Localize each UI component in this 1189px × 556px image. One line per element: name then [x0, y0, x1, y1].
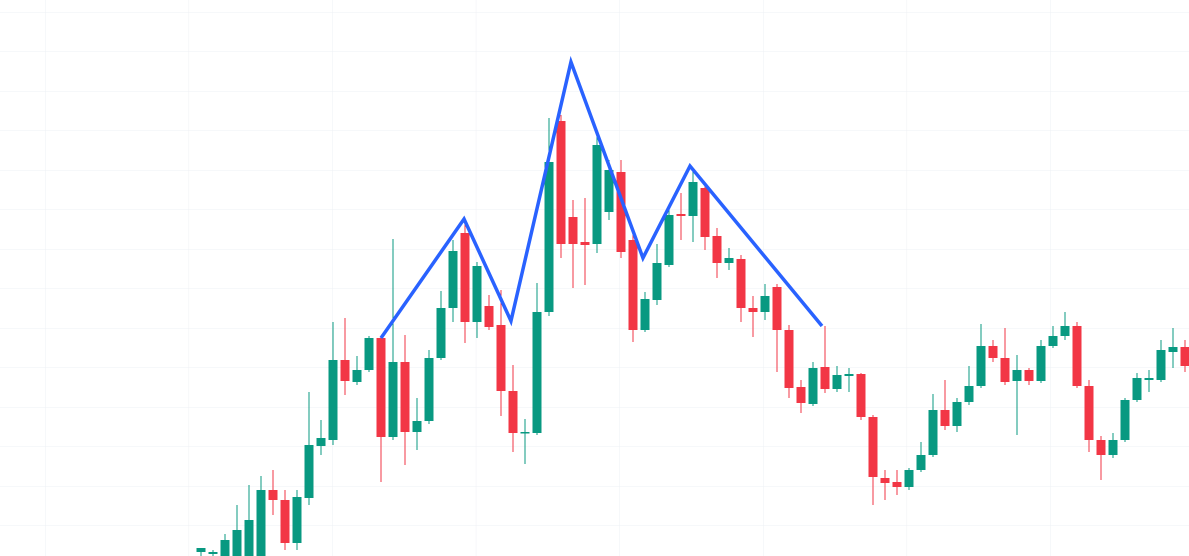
candle-body [796, 387, 806, 403]
candle-body [436, 308, 446, 358]
candle-body [880, 478, 890, 483]
candle-body [1144, 378, 1154, 380]
candle-body [1024, 370, 1034, 381]
candle-body [424, 358, 434, 421]
candle-body [1072, 326, 1082, 386]
candle-body [1180, 347, 1189, 366]
candle-body [724, 258, 734, 263]
candle-body [928, 410, 938, 455]
candle-body [352, 370, 362, 382]
candle-body [640, 299, 650, 330]
candle-body [220, 540, 230, 556]
candle-body [916, 455, 926, 470]
candle-body [292, 497, 302, 543]
candle-body [1000, 358, 1010, 382]
candle-body [280, 500, 290, 543]
candle-body [712, 236, 722, 263]
candle-body [472, 266, 482, 322]
candle-body [976, 346, 986, 386]
candle-body [1132, 378, 1142, 400]
candle-body [340, 360, 350, 381]
candle-body [688, 182, 698, 216]
candle-body [208, 552, 218, 554]
candle-body [244, 520, 254, 556]
candle-body [508, 391, 518, 433]
candle-body [1012, 370, 1022, 381]
candle-body [484, 306, 494, 327]
candle-body [628, 240, 638, 330]
candle-body [1048, 336, 1058, 346]
candle-body [1108, 440, 1118, 455]
candle-body [556, 121, 566, 244]
candle-body [772, 287, 782, 330]
candle-body [892, 482, 902, 487]
candle-body [304, 445, 314, 498]
candle-body [832, 375, 842, 389]
candle-body [268, 490, 278, 500]
candle-body [844, 374, 854, 376]
candle-body [376, 338, 386, 437]
candle-body [652, 263, 662, 300]
candle-body [952, 402, 962, 426]
candle-body [388, 362, 398, 437]
candle-body [196, 548, 206, 552]
candle-body [940, 410, 950, 426]
candle-body [532, 312, 542, 433]
candle-body [580, 242, 590, 245]
candle-body [1084, 386, 1094, 440]
candle-body [568, 217, 578, 244]
candle-body [736, 259, 746, 308]
candle-body [256, 490, 266, 556]
candle-body [592, 145, 602, 244]
candle-body [784, 330, 794, 388]
candle-body [820, 367, 830, 389]
candle-body [1036, 346, 1046, 381]
candle-body [676, 214, 686, 216]
pattern-line [379, 55, 824, 340]
candle-body [760, 296, 770, 312]
candle-body [232, 530, 242, 556]
candle-body [1120, 400, 1130, 440]
candle-body [460, 233, 470, 322]
candle-body [748, 308, 758, 312]
candle-body [964, 386, 974, 402]
candle-body [1168, 347, 1178, 352]
candle-body [364, 338, 374, 370]
candle-body [316, 438, 326, 446]
candle-body [664, 215, 674, 265]
candle-body [856, 374, 866, 417]
candle-body [496, 325, 506, 391]
candle-body [904, 470, 914, 487]
candle-body [808, 368, 818, 404]
candle-body [1060, 326, 1070, 336]
candle-body [328, 360, 338, 440]
candle-body [616, 172, 626, 252]
candle-body [544, 162, 554, 312]
candle-body [604, 170, 614, 212]
candle-body [1096, 440, 1106, 455]
candle-body [412, 421, 422, 432]
candle-body [400, 362, 410, 432]
candle-body [868, 417, 878, 477]
candle-body [988, 346, 998, 358]
candle-body [520, 432, 530, 434]
candle-body [448, 251, 458, 308]
candle-body [1156, 350, 1166, 380]
candle-body [700, 188, 710, 237]
